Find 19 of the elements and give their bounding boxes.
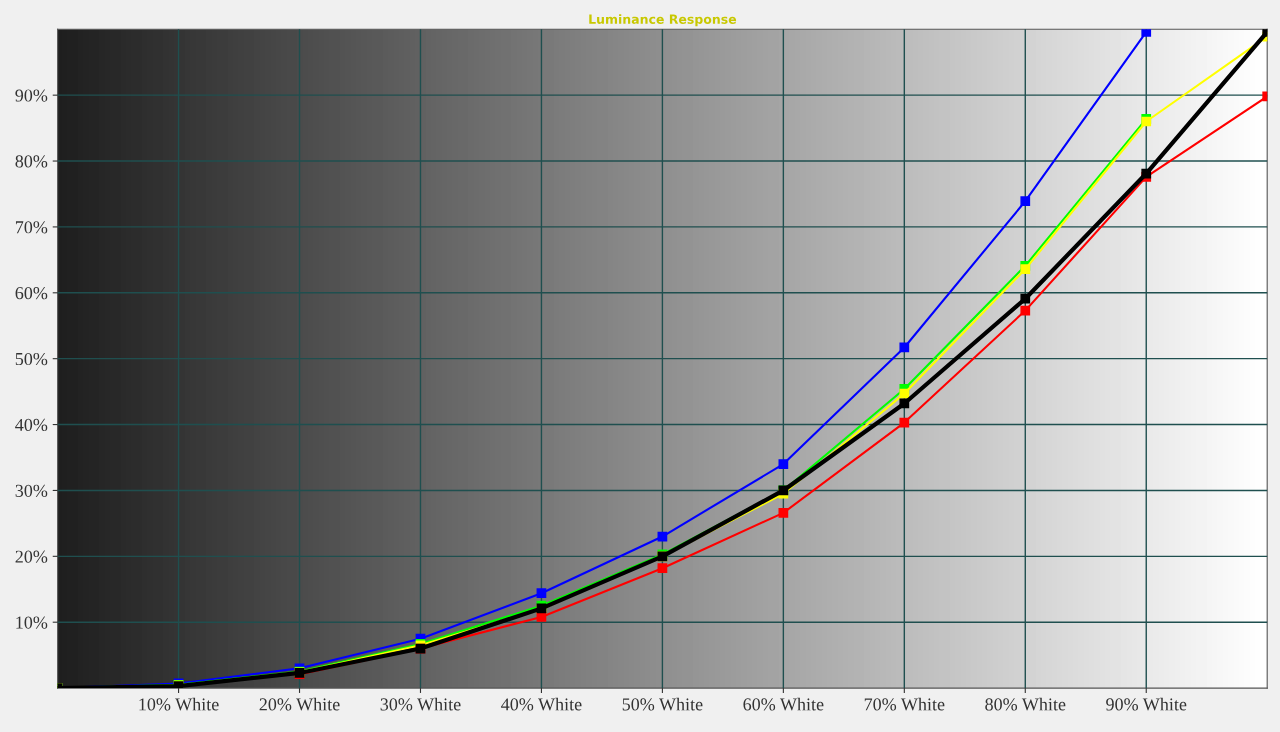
y-tick-label: 90% [15,89,48,102]
x-tick-label: 60% White [743,697,824,711]
y-tick-label: 80% [15,155,48,168]
x-tick-label: 90% White [1106,697,1187,711]
y-tick-label: 70% [15,221,48,234]
x-tick-label: 70% White [864,697,945,711]
y-tick-label: 20% [15,550,48,563]
x-tick-label: 30% White [380,697,461,711]
y-tick-label: 50% [15,352,48,366]
x-tick-label: 10% White [139,697,219,711]
chart-title: Luminance Response [589,14,737,27]
x-tick-label: 80% White [985,697,1066,711]
x-tick-label: 50% White [622,697,703,711]
y-tick-label: 30% [15,484,48,497]
y-tick-label: 10% [16,616,48,629]
y-tick-label: 60% [15,287,48,300]
x-tick-label: 40% White [501,697,582,711]
y-tick-label: 40% [15,418,48,432]
x-tick-label: 20% White [259,697,340,711]
